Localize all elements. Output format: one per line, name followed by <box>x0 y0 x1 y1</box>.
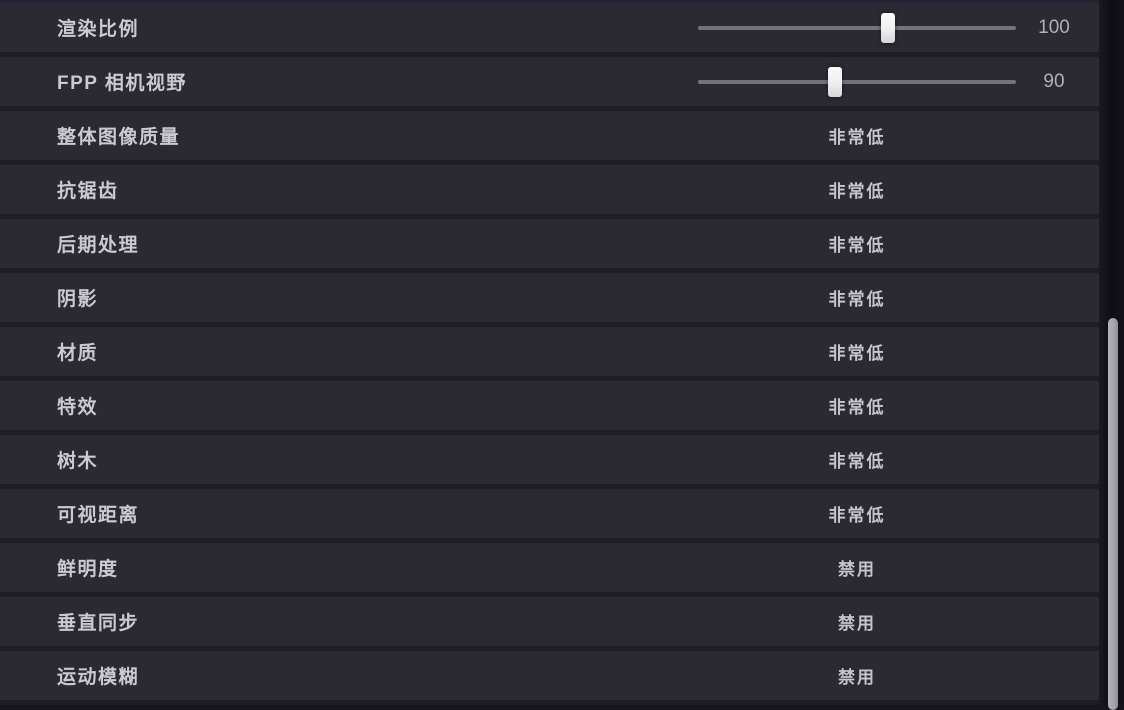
settings-row-view-distance[interactable]: 可视距离 非常低 <box>0 489 1099 543</box>
setting-value[interactable]: 非常低 <box>828 344 886 363</box>
settings-row-motion-blur[interactable]: 运动模糊 禁用 <box>0 651 1099 705</box>
slider-value: 90 <box>1043 70 1065 92</box>
settings-row-anti-aliasing[interactable]: 抗锯齿 非常低 <box>0 165 1099 219</box>
setting-slider[interactable] <box>698 57 1016 106</box>
scrollbar-thumb[interactable] <box>1108 318 1118 710</box>
setting-label: 渲染比例 <box>57 19 140 40</box>
scrollbar[interactable] <box>1099 0 1124 710</box>
setting-label: 材质 <box>57 343 99 364</box>
setting-value[interactable]: 非常低 <box>828 452 886 471</box>
slider-track[interactable] <box>698 79 1016 84</box>
setting-label: 阴影 <box>57 289 99 310</box>
graphics-settings-panel: 渲染比例 100 FPP 相机视野 90 整体图像质量 非常低 抗锯齿 非常低 … <box>0 0 1099 705</box>
slider-value: 100 <box>1038 16 1070 38</box>
setting-label: 垂直同步 <box>57 613 140 634</box>
settings-row-effects[interactable]: 特效 非常低 <box>0 381 1099 435</box>
slider-handle[interactable] <box>828 66 843 97</box>
setting-label: 特效 <box>57 397 99 418</box>
settings-row-v-sync[interactable]: 垂直同步 禁用 <box>0 597 1099 651</box>
settings-row-overall-graphics-quality[interactable]: 整体图像质量 非常低 <box>0 111 1099 165</box>
settings-row-sharpness[interactable]: 鲜明度 禁用 <box>0 543 1099 597</box>
setting-value[interactable]: 禁用 <box>838 560 876 579</box>
slider-handle[interactable] <box>880 12 895 43</box>
setting-value[interactable]: 禁用 <box>838 614 876 633</box>
settings-row-shadows[interactable]: 阴影 非常低 <box>0 273 1099 327</box>
settings-row-foliage[interactable]: 树木 非常低 <box>0 435 1099 489</box>
setting-label: FPP 相机视野 <box>57 73 187 94</box>
setting-value[interactable]: 禁用 <box>838 668 876 687</box>
setting-label: 后期处理 <box>57 235 140 256</box>
slider-track[interactable] <box>698 25 1016 30</box>
setting-value[interactable]: 非常低 <box>828 128 886 147</box>
settings-row-post-processing[interactable]: 后期处理 非常低 <box>0 219 1099 273</box>
setting-slider[interactable] <box>698 3 1016 52</box>
settings-row-textures[interactable]: 材质 非常低 <box>0 327 1099 381</box>
panel-top-edge <box>0 0 1099 3</box>
setting-value[interactable]: 非常低 <box>828 398 886 417</box>
setting-value[interactable]: 非常低 <box>828 182 886 201</box>
settings-row-fpp-camera-fov[interactable]: FPP 相机视野 90 <box>0 57 1099 111</box>
setting-label: 抗锯齿 <box>57 181 119 202</box>
setting-label: 鲜明度 <box>57 559 119 580</box>
setting-label: 运动模糊 <box>57 667 140 688</box>
setting-label: 可视距离 <box>57 505 140 526</box>
setting-label: 整体图像质量 <box>57 127 181 148</box>
setting-value[interactable]: 非常低 <box>828 506 886 525</box>
setting-value[interactable]: 非常低 <box>828 290 886 309</box>
setting-value[interactable]: 非常低 <box>828 236 886 255</box>
settings-rows-list: 渲染比例 100 FPP 相机视野 90 整体图像质量 非常低 抗锯齿 非常低 … <box>0 3 1099 705</box>
setting-label: 树木 <box>57 451 99 472</box>
settings-row-render-scale[interactable]: 渲染比例 100 <box>0 3 1099 57</box>
